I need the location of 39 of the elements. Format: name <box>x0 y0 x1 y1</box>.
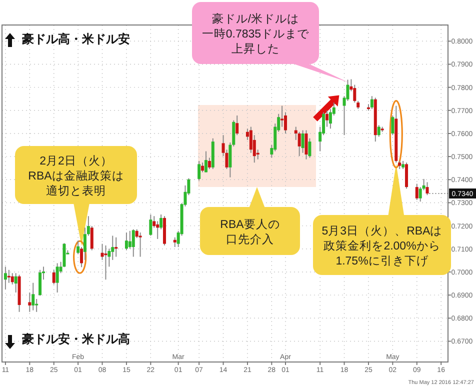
candlestick <box>201 162 204 173</box>
candlestick <box>104 244 108 280</box>
annotation: 豪ドル/米ドルは一時0.7835ドルまで上昇した <box>202 12 310 56</box>
candlestick <box>173 236 176 248</box>
candlestick <box>32 282 35 311</box>
candlestick <box>370 96 374 110</box>
candlestick <box>35 298 38 312</box>
candlestick <box>198 160 201 182</box>
candlestick <box>132 228 135 258</box>
candlestick <box>204 150 208 173</box>
annotation: 2月2日（火）RBAは金融政策は適切と表明 <box>28 154 124 198</box>
candlestick <box>52 269 56 285</box>
candlestick <box>301 130 304 154</box>
candlestick <box>14 272 18 294</box>
candlestick <box>128 230 132 250</box>
candlestick <box>7 269 10 284</box>
candlestick <box>426 182 429 196</box>
candlestick <box>4 266 7 290</box>
annotation: 豪ドル高・米ドル安 <box>21 32 130 46</box>
candlestick <box>415 183 418 200</box>
candlestick <box>304 130 308 160</box>
candlestick <box>208 157 211 170</box>
annotation: 豪ドル安・米ドル高 <box>21 332 130 346</box>
annotation: 5月3日（火）、RBAは政策金利を2.00%から1.75%に引き下げ <box>322 224 442 268</box>
candlestick <box>56 262 59 294</box>
candlestick <box>405 162 408 190</box>
candlestick <box>10 272 14 285</box>
candlestick <box>138 232 142 258</box>
candlestick <box>280 105 284 128</box>
candlestick <box>38 269 42 296</box>
candlestick <box>124 232 128 251</box>
candlestick <box>325 110 328 128</box>
candlestick <box>377 124 380 138</box>
candlestick <box>28 292 32 312</box>
candlestick <box>236 114 239 136</box>
candlestick <box>149 214 152 236</box>
annotation: RBA要人の口先介入 <box>220 218 280 246</box>
candlestick <box>298 131 301 157</box>
candlestick <box>114 236 118 258</box>
